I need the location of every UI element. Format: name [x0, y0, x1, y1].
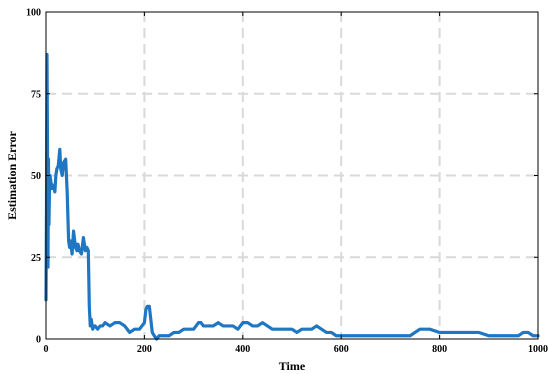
- tick-marks: [45, 11, 539, 340]
- series-layer: [44, 52, 540, 341]
- y-tick-label: 50: [31, 171, 41, 182]
- tick-labels: 0 200 400 600 800 1000 0 25 50 75 100: [26, 8, 548, 356]
- y-tick-label: 0: [36, 335, 41, 346]
- y-tick-label: 100: [26, 8, 41, 19]
- x-axis-label: Time: [279, 359, 306, 373]
- y-tick-label: 75: [31, 89, 41, 100]
- y-tick-label: 25: [31, 253, 41, 264]
- x-tick-label: 800: [432, 344, 447, 355]
- x-tick-label: 600: [334, 344, 349, 355]
- y-axis-label: Estimation Error: [5, 130, 19, 219]
- series-line-0: [44, 52, 540, 341]
- x-tick-label: 0: [44, 344, 49, 355]
- x-tick-label: 400: [235, 344, 250, 355]
- grid-lines: [46, 12, 538, 339]
- x-tick-label: 200: [137, 344, 152, 355]
- x-tick-label: 1000: [528, 344, 548, 355]
